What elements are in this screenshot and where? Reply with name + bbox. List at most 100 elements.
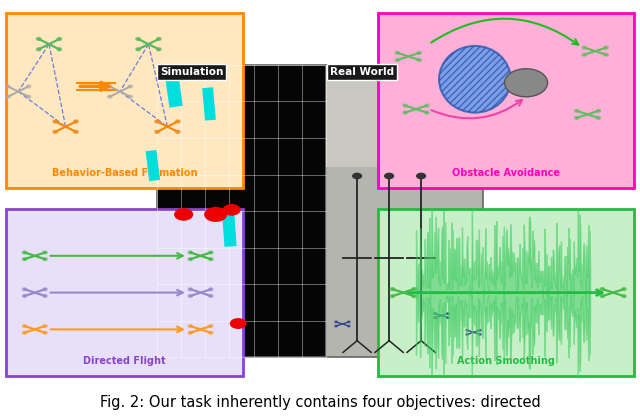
Text: Action Smoothing: Action Smoothing <box>457 356 554 366</box>
Circle shape <box>434 313 436 314</box>
Circle shape <box>466 329 468 331</box>
Circle shape <box>155 120 159 123</box>
Circle shape <box>348 321 350 323</box>
Circle shape <box>175 120 180 123</box>
Circle shape <box>582 46 586 49</box>
Circle shape <box>108 85 112 88</box>
Circle shape <box>157 38 161 41</box>
Circle shape <box>425 111 429 114</box>
Polygon shape <box>378 39 477 135</box>
Circle shape <box>223 204 241 216</box>
Circle shape <box>412 288 416 291</box>
Circle shape <box>416 173 426 179</box>
Bar <box>202 87 216 121</box>
Circle shape <box>43 331 47 334</box>
Circle shape <box>622 288 626 291</box>
Circle shape <box>188 295 193 297</box>
Circle shape <box>57 38 61 41</box>
Circle shape <box>604 46 608 49</box>
Circle shape <box>604 53 608 56</box>
Circle shape <box>22 295 27 297</box>
Circle shape <box>175 130 180 133</box>
Circle shape <box>188 251 193 254</box>
Circle shape <box>157 48 161 51</box>
Circle shape <box>390 295 394 298</box>
Circle shape <box>403 111 407 114</box>
FancyBboxPatch shape <box>6 13 243 188</box>
Circle shape <box>36 48 41 51</box>
Circle shape <box>53 120 58 123</box>
Circle shape <box>157 48 161 51</box>
Circle shape <box>22 258 27 260</box>
Circle shape <box>396 59 399 61</box>
Bar <box>326 65 483 357</box>
Circle shape <box>108 95 112 98</box>
Circle shape <box>596 117 600 119</box>
Circle shape <box>43 258 47 260</box>
Circle shape <box>390 288 394 291</box>
Bar <box>157 65 326 357</box>
Circle shape <box>204 207 227 222</box>
Circle shape <box>36 38 41 41</box>
Circle shape <box>479 334 481 335</box>
Circle shape <box>22 331 27 334</box>
Circle shape <box>43 251 47 254</box>
Circle shape <box>22 325 27 327</box>
Circle shape <box>396 51 399 54</box>
Circle shape <box>26 85 31 88</box>
Circle shape <box>74 120 78 123</box>
Circle shape <box>26 95 31 98</box>
Text: Directed Flight: Directed Flight <box>83 356 166 366</box>
Circle shape <box>188 325 193 327</box>
Circle shape <box>466 334 468 335</box>
Circle shape <box>6 95 10 98</box>
FancyBboxPatch shape <box>378 13 634 188</box>
Circle shape <box>575 117 579 119</box>
Circle shape <box>417 51 421 54</box>
Circle shape <box>175 130 180 133</box>
Circle shape <box>136 38 140 41</box>
Circle shape <box>74 130 78 133</box>
Circle shape <box>74 120 78 123</box>
Bar <box>146 150 160 181</box>
Circle shape <box>188 331 193 334</box>
Circle shape <box>403 104 407 107</box>
Circle shape <box>209 258 213 260</box>
Circle shape <box>36 38 41 41</box>
Circle shape <box>596 110 600 112</box>
Circle shape <box>174 208 193 221</box>
Circle shape <box>36 48 41 51</box>
Bar <box>326 65 483 167</box>
Circle shape <box>352 173 362 179</box>
FancyBboxPatch shape <box>378 209 634 376</box>
Text: Behavior-Based Formation: Behavior-Based Formation <box>52 168 198 178</box>
Circle shape <box>22 251 27 254</box>
Circle shape <box>575 110 579 112</box>
Circle shape <box>22 288 27 291</box>
Circle shape <box>622 295 626 298</box>
Circle shape <box>209 251 213 254</box>
Circle shape <box>6 85 10 88</box>
Text: Real World: Real World <box>330 67 394 77</box>
Text: Fig. 2: Our task inherently contains four objectives: directed: Fig. 2: Our task inherently contains fou… <box>100 395 540 410</box>
Circle shape <box>57 48 61 51</box>
Circle shape <box>136 38 140 41</box>
Text: Simulation: Simulation <box>160 67 223 77</box>
Circle shape <box>53 130 58 133</box>
Circle shape <box>43 288 47 291</box>
Circle shape <box>209 325 213 327</box>
Circle shape <box>600 295 604 298</box>
Circle shape <box>209 288 213 291</box>
Circle shape <box>175 120 180 123</box>
Polygon shape <box>378 259 477 353</box>
Circle shape <box>412 295 416 298</box>
Circle shape <box>209 295 213 297</box>
Circle shape <box>136 48 140 51</box>
FancyBboxPatch shape <box>6 209 243 376</box>
Circle shape <box>53 130 58 133</box>
Circle shape <box>447 317 449 319</box>
Circle shape <box>188 258 193 260</box>
Circle shape <box>157 38 161 41</box>
Circle shape <box>348 325 350 327</box>
Circle shape <box>128 85 132 88</box>
